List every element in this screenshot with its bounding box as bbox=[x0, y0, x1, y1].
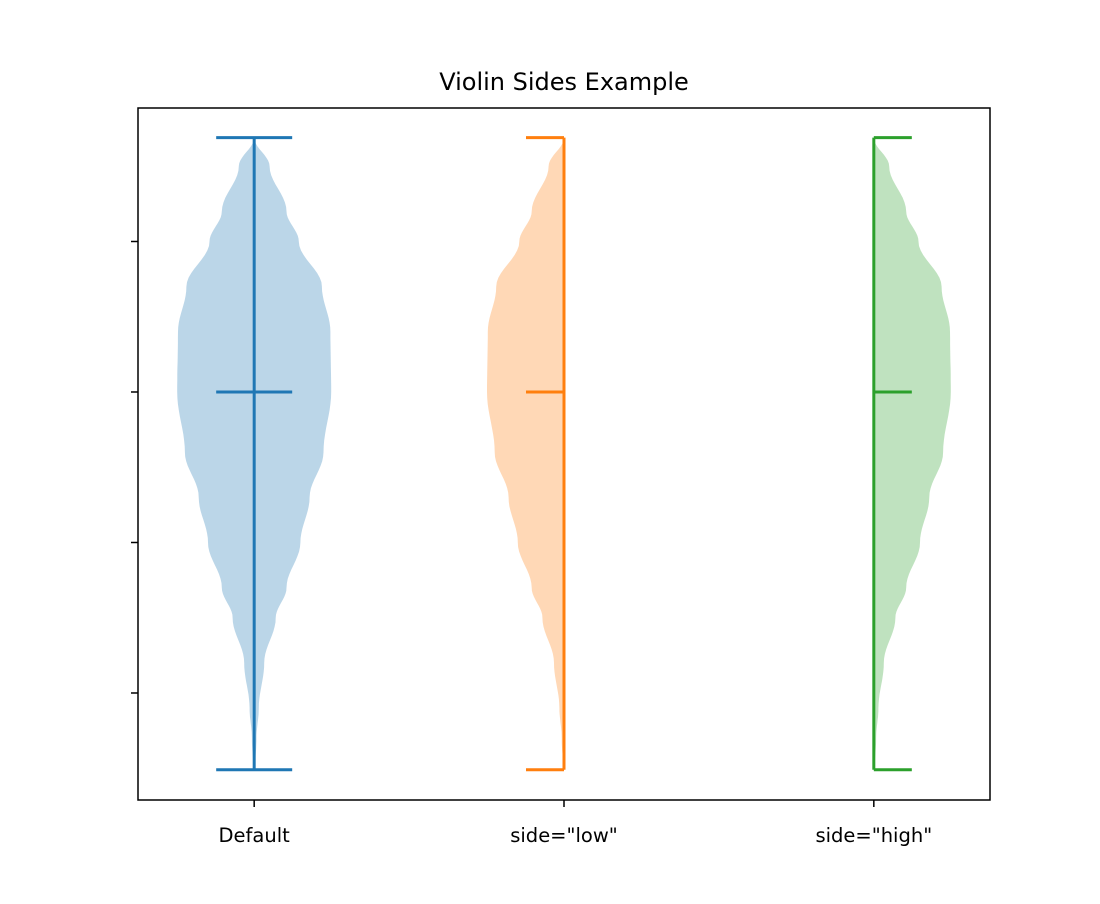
chart-title: Violin Sides Example bbox=[439, 68, 689, 96]
x-tick-label-low: side="low" bbox=[510, 824, 618, 847]
x-tick-label-high: side="high" bbox=[815, 824, 932, 847]
violin-body-high bbox=[873, 137, 951, 770]
plot-frame bbox=[137, 107, 991, 801]
violin-body-low bbox=[487, 137, 564, 770]
x-tick-label-default: Default bbox=[219, 824, 291, 847]
